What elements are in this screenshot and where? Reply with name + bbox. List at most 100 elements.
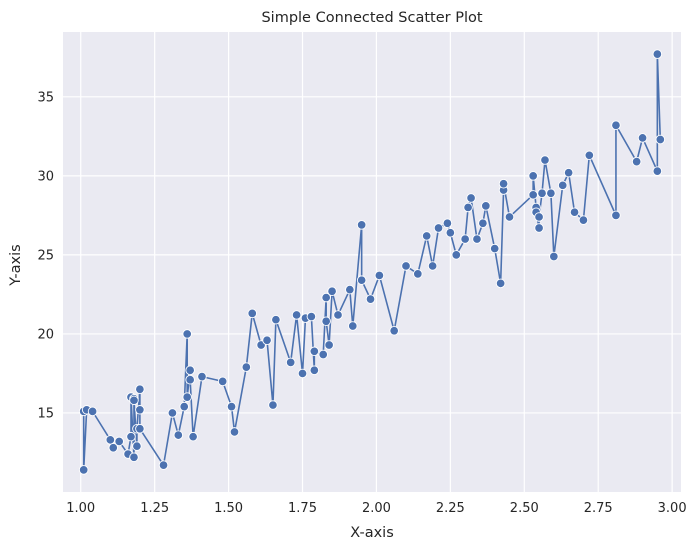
x-axis-label: X-axis — [350, 525, 394, 541]
data-point — [549, 251, 559, 262]
data-point — [285, 357, 296, 368]
y-tick-label: 20 — [37, 327, 54, 342]
data-point — [466, 193, 476, 203]
x-tick-label: 2.75 — [584, 501, 613, 516]
data-point — [268, 400, 278, 410]
data-point — [173, 430, 184, 440]
data-point — [333, 310, 343, 320]
data-point — [185, 365, 195, 376]
data-point — [324, 340, 334, 350]
y-axis-label: Y-axis — [8, 244, 24, 286]
data-point — [188, 431, 198, 442]
x-tick-label: 3.00 — [658, 501, 687, 516]
data-point — [489, 243, 500, 254]
data-point — [129, 395, 139, 406]
data-point — [652, 166, 663, 176]
data-point — [652, 49, 663, 59]
data-point — [478, 218, 488, 229]
data-point — [87, 406, 98, 417]
data-point — [537, 188, 547, 198]
data-point — [297, 368, 308, 379]
data-point — [78, 465, 89, 475]
x-tick-label: 1.25 — [140, 501, 169, 516]
data-point — [472, 234, 482, 244]
data-point — [427, 261, 438, 271]
chart-title: Simple Connected Scatter Plot — [261, 10, 482, 26]
data-point — [306, 311, 317, 322]
data-point — [135, 424, 145, 434]
data-point — [528, 171, 538, 181]
y-tick-label: 30 — [37, 169, 54, 184]
data-point — [540, 155, 550, 165]
data-point — [460, 234, 470, 244]
plot-area — [63, 32, 681, 492]
x-tick-label: 2.25 — [436, 501, 465, 516]
data-point — [481, 201, 491, 211]
x-tick-label: 1.00 — [66, 501, 95, 516]
data-point — [129, 452, 139, 462]
data-point — [557, 180, 568, 191]
data-point — [271, 314, 281, 325]
data-point — [182, 329, 192, 339]
data-point — [401, 261, 411, 271]
data-point — [318, 349, 328, 360]
data-point — [445, 228, 456, 238]
data-point — [309, 346, 320, 357]
data-point — [226, 401, 237, 412]
data-point — [374, 270, 385, 281]
data-point — [655, 134, 666, 145]
data-point — [321, 292, 331, 303]
data-point — [185, 375, 195, 385]
data-point — [498, 178, 509, 189]
data-point — [631, 156, 642, 167]
data-point — [241, 362, 252, 372]
data-point — [356, 275, 367, 285]
data-point — [197, 371, 207, 382]
data-point — [229, 427, 240, 437]
data-point — [182, 392, 192, 402]
data-point — [327, 286, 337, 296]
data-point — [135, 405, 145, 415]
data-point — [563, 167, 574, 178]
y-tick-label: 15 — [37, 406, 54, 421]
x-tick-label: 2.50 — [510, 501, 539, 516]
grid-y — [63, 96, 681, 414]
data-point — [247, 308, 257, 319]
y-tick-label: 35 — [37, 90, 54, 105]
y-tick-label: 25 — [37, 248, 54, 263]
data-point — [217, 376, 228, 387]
data-point — [495, 278, 506, 289]
data-point — [114, 436, 124, 447]
y-axis-ticks: 15 20 25 30 35 — [37, 90, 54, 421]
data-point — [321, 316, 331, 327]
data-point — [504, 212, 515, 222]
grid-x — [80, 32, 673, 492]
data-point — [108, 442, 119, 453]
data-point — [534, 223, 544, 233]
data-point — [126, 431, 136, 442]
data-point — [433, 223, 444, 233]
data-point — [463, 202, 473, 213]
data-point — [534, 212, 544, 222]
data-point — [262, 335, 272, 346]
data-point — [413, 269, 423, 279]
data-point — [309, 365, 320, 376]
data-point — [179, 401, 189, 412]
x-axis-ticks: 1.00 1.25 1.50 1.75 2.00 2.25 2.50 2.75 3.00 — [66, 501, 686, 516]
data-point — [528, 190, 538, 200]
series-markers — [78, 49, 666, 475]
x-tick-label: 1.50 — [214, 501, 243, 516]
data-point — [158, 460, 169, 470]
data-point — [611, 210, 621, 221]
x-tick-label: 1.75 — [288, 501, 317, 516]
data-point — [105, 435, 116, 445]
data-point — [348, 321, 358, 331]
data-point — [389, 326, 399, 336]
data-point — [569, 207, 580, 217]
data-point — [132, 441, 142, 451]
data-point — [421, 231, 432, 241]
data-point — [611, 120, 621, 131]
data-point — [442, 218, 453, 229]
data-point — [167, 408, 178, 418]
